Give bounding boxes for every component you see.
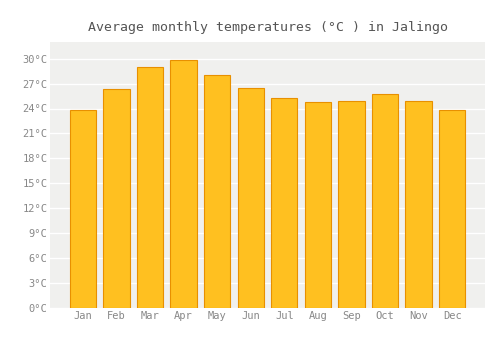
Bar xyxy=(305,102,331,308)
Bar xyxy=(338,101,364,308)
Bar xyxy=(104,89,130,308)
Bar xyxy=(137,67,163,308)
Bar xyxy=(170,60,196,308)
Bar xyxy=(372,93,398,308)
Bar xyxy=(238,88,264,308)
Bar xyxy=(439,110,465,308)
Bar xyxy=(271,98,297,308)
Bar xyxy=(70,110,96,308)
Title: Average monthly temperatures (°C ) in Jalingo: Average monthly temperatures (°C ) in Ja… xyxy=(88,21,448,34)
Bar xyxy=(406,101,431,308)
Bar xyxy=(204,75,230,308)
